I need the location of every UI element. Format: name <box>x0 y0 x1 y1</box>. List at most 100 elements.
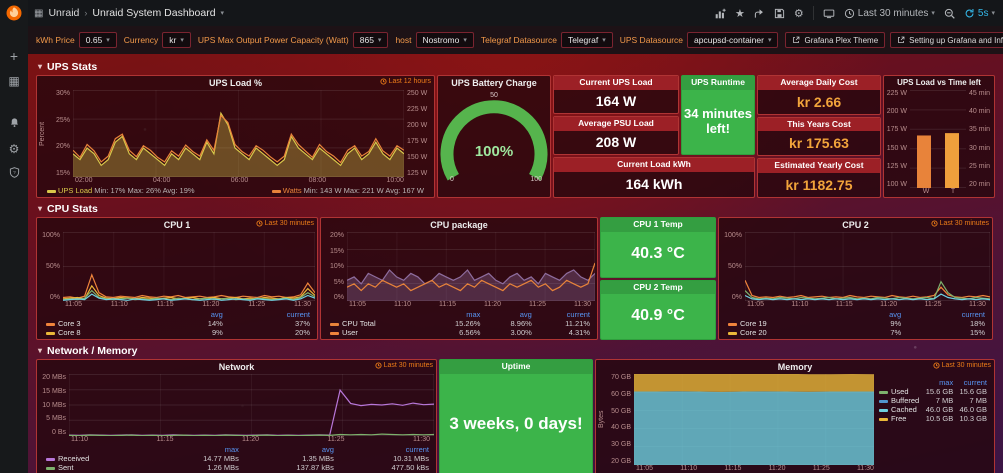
memory-chart[interactable] <box>634 374 874 465</box>
panel-ups-load-percent: Last 12 hours UPS Load % Percent 30% 25% 2… <box>36 75 435 198</box>
settings-gear-icon[interactable]: ⚙ <box>793 7 804 20</box>
panel-cpu2: Last 30 minutes CPU 2 100% 50% 0% 11:05 11:… <box>718 217 993 340</box>
panel-timerange[interactable]: Last 30 minutes <box>933 362 991 369</box>
zoom-out-icon[interactable] <box>944 8 955 19</box>
y-axis-left: 20 MBs 15 MBs 10 MBs 5 MBs 0 Bs <box>42 374 66 436</box>
panel-title[interactable]: CPU 2 Temp <box>601 280 715 295</box>
legend[interactable]: max current Used 15.6 GB 15.6 GB Buffered 7 MB… <box>874 374 992 465</box>
variable-label: Telegraf Datasource <box>480 35 557 45</box>
panel-cpu1: Last 30 minutes CPU 1 100% 50% 0% 11:05 11:… <box>36 217 318 340</box>
variable-currency: Currency kr ▾ <box>124 32 191 48</box>
row-header-network-memory[interactable]: ▾ Network / Memory <box>36 342 995 359</box>
y-axis-left: 30% 25% 20% 15% <box>55 90 70 177</box>
clock-icon <box>931 220 938 227</box>
stat-value: 3 weeks, 0 days! <box>449 414 583 434</box>
panel-title[interactable]: UPS Battery Charge <box>451 78 537 88</box>
panel-title[interactable]: CPU 1 <box>163 220 191 230</box>
legend[interactable]: max avg current CPU Total 15.26% 8.96% 11.21% U… <box>321 310 597 339</box>
save-icon[interactable] <box>774 8 785 19</box>
variable-ups-datasource: UPS Datasource apcupsd-container ▾ <box>620 32 779 48</box>
variable-value-dropdown[interactable]: 865 ▾ <box>352 32 389 48</box>
ups-stats-row: Last 12 hours UPS Load % Percent 30% 25% 2… <box>36 75 995 199</box>
cpu2-chart[interactable] <box>745 232 990 301</box>
panel-average-psu-load: Average PSU Load 208 W <box>553 116 679 155</box>
stat-value: 34 minutes left! <box>684 105 752 136</box>
variable-label: UPS Datasource <box>619 35 684 45</box>
gauge-min-label: 0 <box>450 176 454 183</box>
variable-value-dropdown[interactable]: Nostromo ▾ <box>415 32 474 48</box>
grafana-logo-icon[interactable] <box>5 4 23 22</box>
panel-title[interactable]: Estimated Yearly Cost <box>758 159 880 174</box>
panel-title[interactable]: Average Daily Cost <box>758 76 880 90</box>
y-axis-right: 45 min 40 min 35 min 30 min 25 min 20 min <box>969 90 991 188</box>
alerting-bell-icon[interactable] <box>5 116 23 132</box>
panel-uptime: Uptime 3 weeks, 0 days! <box>439 359 593 473</box>
cpu-stats-row: Last 30 minutes CPU 1 100% 50% 0% 11:05 11:… <box>36 217 995 340</box>
link-ups-monitoring-guide[interactable]: Setting up Grafana and InfluxDB for UPS … <box>890 32 1003 48</box>
panel-title[interactable]: UPS Runtime <box>682 76 754 90</box>
variable-value-dropdown[interactable]: kr ▾ <box>162 32 191 48</box>
y-axis-title: Bytes <box>598 410 605 429</box>
panel-cpu1-temp: CPU 1 Temp 40.3 °C <box>600 217 716 278</box>
panel-title[interactable]: This Years Cost <box>758 117 880 132</box>
panel-title[interactable]: UPS Load % <box>208 78 262 88</box>
panel-title[interactable]: CPU 2 <box>842 220 869 230</box>
share-icon[interactable] <box>754 8 765 19</box>
variable-value-dropdown[interactable]: Telegraf ▾ <box>560 32 613 48</box>
clock-icon <box>256 220 263 227</box>
row-title: Network / Memory <box>47 344 138 357</box>
panel-title[interactable]: Uptime <box>440 360 592 374</box>
gauge-mid-label: 50 <box>490 92 498 99</box>
dashboards-icon[interactable]: ▦ <box>8 74 20 88</box>
breadcrumb-folder[interactable]: Unraid <box>48 7 80 19</box>
panel-title[interactable]: CPU package <box>430 220 488 230</box>
chevron-down-icon[interactable]: ▾ <box>220 10 225 17</box>
chevron-down-icon: ▾ <box>38 204 43 213</box>
panel-title[interactable]: Average PSU Load <box>554 117 678 131</box>
configuration-gear-icon[interactable]: ⚙ <box>8 142 20 156</box>
create-icon[interactable]: + <box>9 48 19 64</box>
row-header-cpu-stats[interactable]: ▾ CPU Stats <box>36 200 995 217</box>
panel-title[interactable]: CPU 1 Temp <box>601 218 715 232</box>
panel-title[interactable]: Network <box>218 362 255 372</box>
legend[interactable]: max avg current Received 14.77 MBs 1.35 MBs 10… <box>37 445 436 473</box>
breadcrumb-title[interactable]: Unraid System Dashboard <box>92 7 216 19</box>
cpu-package-chart[interactable] <box>347 232 595 301</box>
variable-label: kWh Price <box>36 35 75 45</box>
star-icon[interactable]: ★ <box>735 7 745 20</box>
ups-load-chart[interactable] <box>73 90 404 177</box>
panel-title[interactable]: Memory <box>777 362 813 372</box>
time-range-picker[interactable]: Last 30 minutes ▾ <box>844 8 935 19</box>
variable-value-dropdown[interactable]: 0.65 ▾ <box>78 32 117 48</box>
stat-value: kr 2.66 <box>796 93 842 110</box>
help-shield-icon[interactable]: ? <box>5 166 23 182</box>
clock-icon <box>844 8 854 18</box>
legend[interactable]: avg current Core 3 14% 37% Core 8 9% 20% <box>37 310 317 339</box>
cpu1-chart[interactable] <box>63 232 315 301</box>
panel-timerange[interactable]: Last 12 hours <box>380 78 431 85</box>
battery-gauge[interactable] <box>438 89 550 197</box>
panel-title[interactable]: Current UPS Load <box>554 76 678 90</box>
y-axis-left: 100% 50% 0% <box>724 232 742 301</box>
ups-load-vs-time-chart[interactable] <box>910 90 966 188</box>
network-memory-row: Last 30 minutes Network 20 MBs 15 MBs 10 M… <box>36 359 995 473</box>
y-axis-title: Percent <box>39 121 46 146</box>
variable-value-dropdown[interactable]: apcupsd-container ▾ <box>687 32 779 48</box>
variable-label: UPS Max Output Power Capacity (Watt) <box>197 35 349 45</box>
cpu-temps-column: CPU 1 Temp 40.3 °C CPU 2 Temp 40.9 °C <box>600 217 716 340</box>
row-header-ups-stats[interactable]: ▾ UPS Stats <box>36 58 995 75</box>
tv-mode-icon[interactable] <box>823 8 835 19</box>
refresh-picker[interactable]: 5s ▾ <box>964 8 995 19</box>
panel-timerange[interactable]: Last 30 minutes <box>375 362 433 369</box>
panel-title[interactable]: UPS Load vs Time left <box>897 78 981 87</box>
network-chart[interactable] <box>69 374 434 436</box>
legend[interactable]: UPS Load Min: 17% Max: 26% Avg: 19% Watts M… <box>37 186 434 197</box>
add-panel-icon[interactable] <box>715 8 726 19</box>
panel-timerange[interactable]: Last 30 minutes <box>256 220 314 227</box>
link-grafana-plex-theme[interactable]: Grafana Plex Theme <box>785 32 886 48</box>
panel-title[interactable]: Current Load kWh <box>554 158 754 172</box>
legend[interactable]: avg current Core 19 9% 18% Core 20 7% 15% <box>719 310 992 339</box>
dashboard-grid-icon: ▦ <box>34 7 44 19</box>
panel-timerange[interactable]: Last 30 minutes <box>931 220 989 227</box>
